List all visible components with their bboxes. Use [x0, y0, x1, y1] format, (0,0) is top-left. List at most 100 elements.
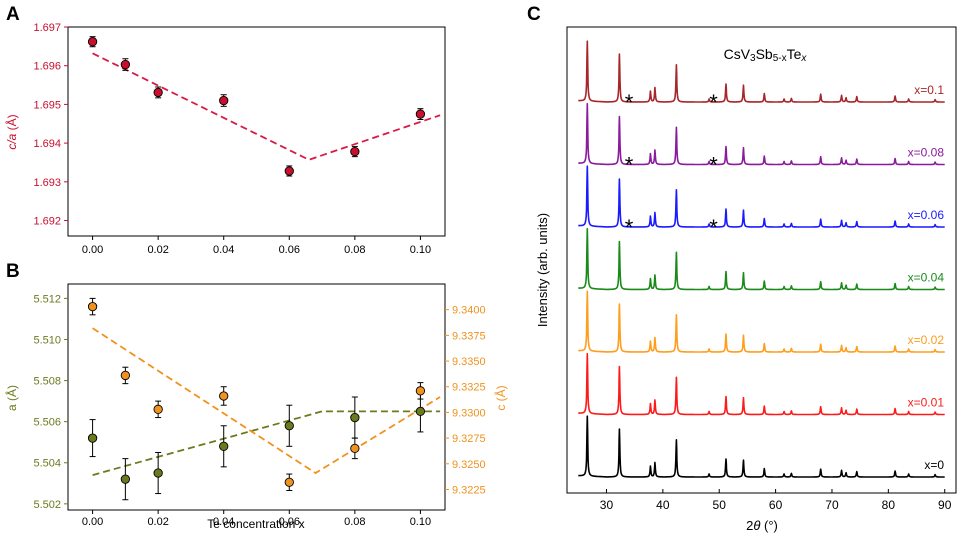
- panel-b-fit: [92, 327, 441, 476]
- panel-a: A 0.00 0.02 0.04 0.06 0.08 0.10 1.6921.6931.6…: [4, 4, 446, 256]
- x-label-theta: θ: [753, 518, 760, 533]
- series-label: x=0.04: [908, 271, 945, 285]
- panel-c-series-labels: x=0 x=0.01 x=0.02 x=0.04 x=0.06 x=0.08 x=0.1: [908, 83, 945, 472]
- y-tick-label: 1.692: [33, 216, 61, 228]
- x-tick-label: 90: [938, 498, 952, 512]
- title-sub-2: 5-x: [773, 53, 787, 64]
- x-label-two: 2: [746, 518, 753, 533]
- x-tick-label: 0.08: [344, 244, 365, 256]
- x-tick-label: 0.02: [147, 244, 168, 256]
- panel-c-x-ticks: 30 40 50 60 70 80 90: [600, 489, 952, 512]
- x-label-unit: (°): [760, 518, 777, 533]
- data-point: [87, 37, 98, 47]
- data-point: [87, 301, 98, 312]
- data-point: [120, 474, 131, 484]
- series-label: x=0: [924, 458, 944, 472]
- xrd-trace: [577, 415, 946, 478]
- xrd-trace: [577, 227, 946, 291]
- y-tick-label: 1.694: [33, 138, 61, 150]
- panel-c-y-label: Intensity (arb. units): [535, 213, 550, 327]
- series-label: x=0.08: [908, 146, 945, 160]
- title-sub-3: x: [800, 53, 807, 64]
- right-tick-label: 9.3375: [452, 330, 486, 342]
- data-point: [284, 421, 294, 431]
- right-tick-label: 9.3400: [452, 305, 486, 317]
- panel-c-traces: [577, 40, 946, 478]
- panel-a-frame: [67, 26, 446, 237]
- panel-a-y-ticks: 1.692 1.693 1.694 1.695 1.696 1.697: [33, 22, 68, 228]
- panel-b-points: [87, 297, 426, 501]
- panel-c-stars: * * * * * *: [625, 90, 719, 240]
- left-tick-label: 5.508: [33, 376, 61, 388]
- panel-a-x-ticks: 0.00 0.02 0.04 0.06 0.08 0.10: [82, 236, 431, 256]
- title-part-2: Sb: [756, 46, 773, 62]
- data-point: [350, 443, 360, 454]
- right-tick-label: 9.3325: [452, 382, 486, 394]
- panel-b: B 0.00 0.02 0.04 0.06 0.08 0.10 5.5025.5045.5…: [4, 261, 508, 531]
- x-tick-label: 80: [882, 498, 896, 512]
- x-tick-label: 0.06: [279, 244, 300, 256]
- data-point: [120, 370, 131, 381]
- panel-c: C 30 40 50 60 70 80 90 x=0x=0.01x=0.02x=0.04x=…: [527, 4, 957, 533]
- fit-line: [92, 410, 441, 476]
- x-tick-label: 0.00: [82, 516, 103, 528]
- panel-b-left-ticks: 5.502 5.504 5.506 5.508 5.510 5.512: [33, 293, 68, 511]
- impurity-star: *: [625, 215, 634, 240]
- panel-b-left-label: a (Å): [4, 385, 19, 411]
- title-part-3: Te: [787, 46, 802, 62]
- data-point: [87, 433, 98, 443]
- xrd-trace: [577, 352, 946, 416]
- data-point: [284, 477, 294, 487]
- right-tick-label: 9.3350: [452, 356, 486, 368]
- y-tick-label: 1.697: [33, 22, 61, 34]
- impurity-star: *: [625, 90, 634, 115]
- panel-b-right-ticks: 9.3225 9.3250 9.3275 9.3300 9.3325 9.3350 9.33…: [445, 305, 486, 496]
- panel-c-frame: [566, 26, 957, 494]
- x-tick-label: 0.10: [410, 516, 431, 528]
- data-point: [219, 95, 229, 106]
- y-tick-label: 1.696: [33, 61, 61, 73]
- data-point: [153, 87, 163, 98]
- panel-a-label: A: [6, 4, 20, 25]
- x-tick-label: 0.04: [213, 244, 234, 256]
- right-tick-label: 9.3275: [452, 433, 486, 445]
- title-sub-1: 3: [750, 53, 756, 64]
- x-tick-label: 50: [713, 498, 727, 512]
- data-point: [350, 146, 360, 157]
- impurity-star: *: [625, 153, 634, 178]
- series-label: x=0.01: [908, 396, 945, 410]
- right-tick-label: 9.3250: [452, 459, 486, 471]
- impurity-star: *: [709, 90, 718, 115]
- data-point: [153, 468, 163, 478]
- xrd-trace: [577, 165, 946, 228]
- x-tick-label: 0.04: [213, 516, 234, 528]
- data-point: [284, 166, 294, 176]
- right-tick-label: 9.3225: [452, 484, 486, 496]
- panel-b-frame: [67, 283, 446, 511]
- data-point: [153, 404, 163, 414]
- series-label: x=0.1: [914, 83, 944, 97]
- panel-a-fit: [92, 52, 441, 161]
- panel-a-points: [87, 36, 426, 177]
- data-point: [219, 391, 229, 401]
- left-tick-label: 5.504: [33, 458, 61, 470]
- x-tick-label: 30: [600, 498, 614, 512]
- data-point: [219, 441, 229, 451]
- left-tick-label: 5.512: [33, 293, 61, 305]
- panel-c-title: CsV3Sb5-xTex: [724, 46, 808, 64]
- data-point: [415, 109, 426, 119]
- x-tick-label: 0.00: [82, 244, 103, 256]
- data-point: [120, 59, 131, 70]
- data-point: [415, 406, 426, 417]
- y-tick-label: 1.693: [33, 177, 61, 189]
- x-tick-label: 0.10: [410, 244, 431, 256]
- left-tick-label: 5.506: [33, 417, 61, 429]
- series-label: x=0.02: [908, 333, 945, 347]
- left-tick-label: 5.502: [33, 499, 61, 511]
- title-part-1: CsV: [724, 46, 751, 62]
- panel-b-right-label: c (Å): [493, 385, 508, 410]
- y-tick-label: 1.695: [33, 99, 61, 111]
- panel-a-y-label-unit: (Å): [4, 114, 19, 133]
- xrd-trace: [577, 40, 946, 103]
